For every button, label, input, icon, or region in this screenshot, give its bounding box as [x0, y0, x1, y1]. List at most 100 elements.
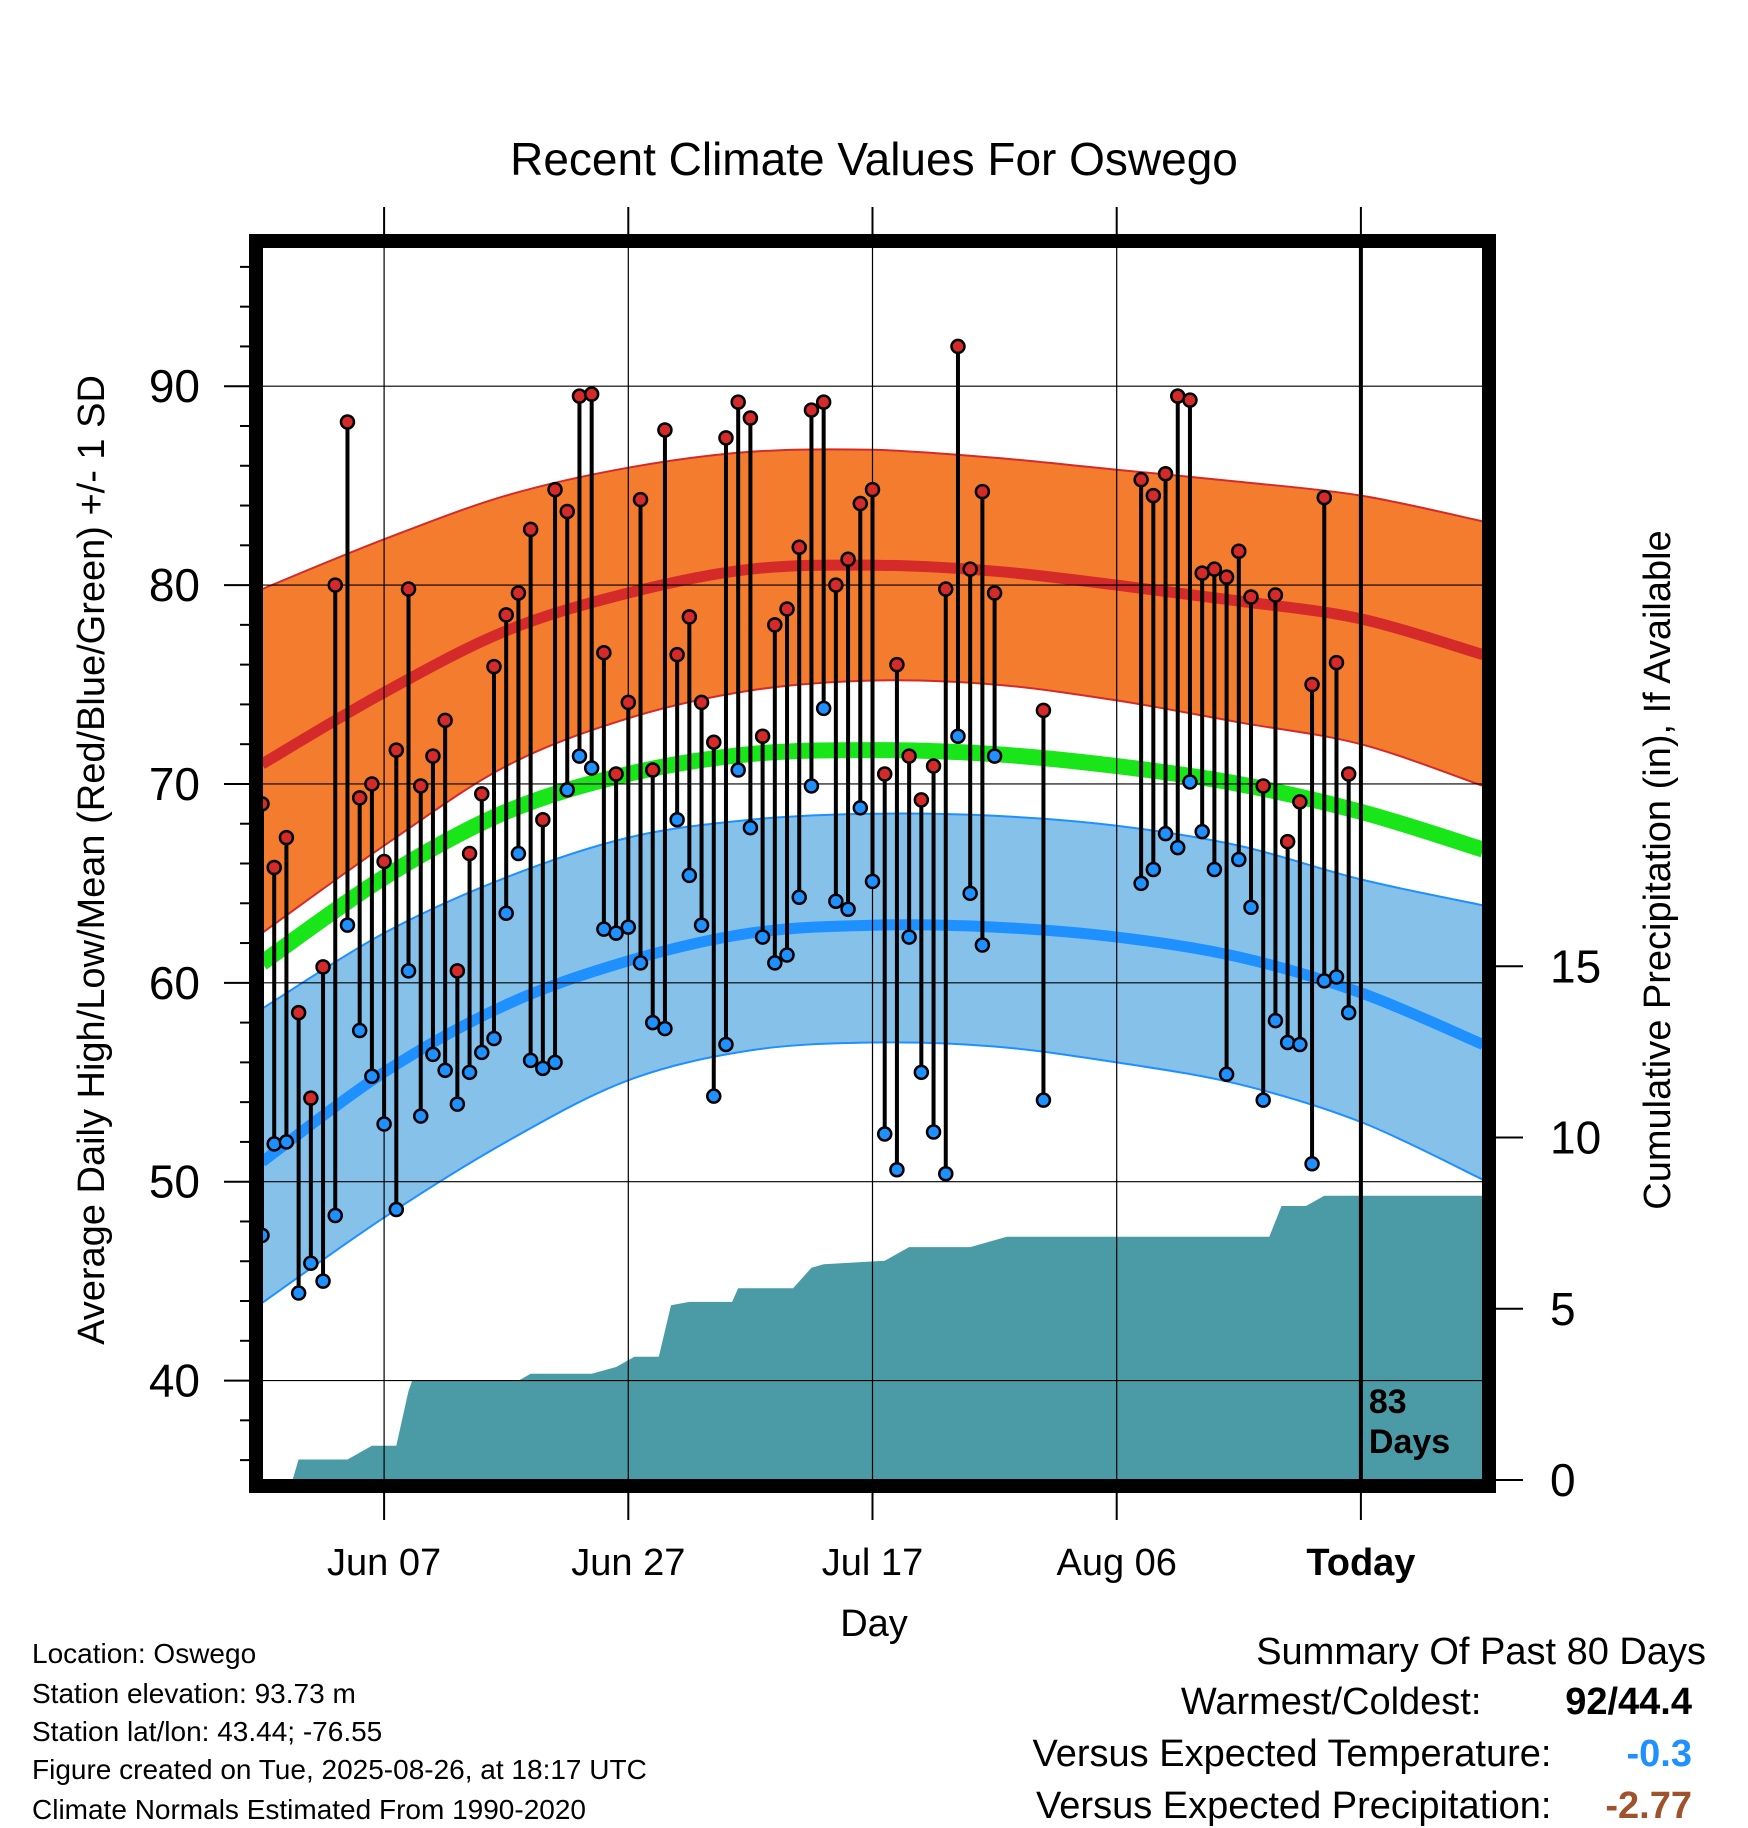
- daily-low-point: [412, 1108, 429, 1124]
- daily-low-point: [449, 1096, 466, 1112]
- days-count-label: 83: [1369, 1383, 1407, 1421]
- daily-low-point: [1340, 1004, 1357, 1021]
- daily-high-point: [815, 394, 832, 410]
- precip-axis-label: Cumulative Precipitation (in), If Availa…: [1637, 530, 1679, 1209]
- low-sd-band: [262, 813, 1483, 1303]
- daily-high-point: [767, 617, 783, 633]
- daily-low-point: [1157, 825, 1174, 842]
- x-tick-label: Jul 17: [822, 1542, 923, 1584]
- daily-high-point: [522, 521, 539, 538]
- daily-low-point: [828, 893, 844, 910]
- daily-high-point: [950, 338, 966, 355]
- daily-high-point: [559, 503, 575, 520]
- daily-low-point: [986, 748, 1003, 764]
- precip-tick-label: 5: [1550, 1283, 1576, 1335]
- daily-high-point: [1243, 589, 1259, 605]
- daily-low-point: [1218, 1066, 1235, 1083]
- daily-low-point: [461, 1064, 478, 1081]
- daily-high-point: [1267, 587, 1284, 603]
- daily-low-point: [681, 867, 698, 884]
- daily-high-point: [718, 430, 734, 446]
- daily-low-point: [559, 782, 575, 798]
- daily-high-point: [1157, 465, 1174, 482]
- daily-high-point: [1145, 487, 1162, 504]
- daily-low-point: [632, 955, 649, 971]
- daily-low-point: [974, 937, 991, 953]
- daily-high-point: [596, 644, 612, 661]
- daily-high-point: [290, 1004, 307, 1021]
- daily-low-point: [925, 1124, 942, 1140]
- daily-low-point: [1206, 861, 1223, 878]
- daily-high-point: [1279, 833, 1296, 850]
- daily-high-point: [1206, 561, 1223, 577]
- daily-low-point: [1231, 851, 1247, 868]
- daily-high-point: [693, 694, 710, 711]
- y-axis-label: Average Daily High/Low/Mean (Red/Blue/Gr…: [71, 375, 113, 1345]
- daily-low-point: [767, 955, 783, 971]
- daily-low-point: [962, 885, 978, 902]
- daily-low-point: [425, 1046, 441, 1063]
- daily-low-point: [315, 1273, 331, 1289]
- y-tick-label: 90: [149, 360, 200, 412]
- daily-high-point: [535, 811, 551, 828]
- daily-high-point: [315, 959, 331, 975]
- daily-high-point: [474, 786, 490, 802]
- precip-tick-label: 10: [1550, 1112, 1601, 1164]
- daily-low-point: [889, 1162, 905, 1178]
- daily-low-point: [522, 1052, 539, 1069]
- daily-high-point: [412, 778, 429, 794]
- summary-temp-row: Versus Expected Temperature: -0.3: [1033, 1734, 1692, 1774]
- daily-low-point: [718, 1036, 734, 1053]
- daily-low-point: [913, 1064, 930, 1081]
- daily-high-point: [938, 581, 954, 597]
- x-tick-label: Today: [1306, 1542, 1415, 1584]
- daily-low-point: [303, 1255, 319, 1271]
- y-tick-label: 50: [149, 1156, 200, 1208]
- daily-low-point: [803, 778, 820, 794]
- daily-high-point: [1231, 543, 1247, 560]
- daily-low-point: [1279, 1034, 1296, 1051]
- daily-high-point: [620, 694, 637, 711]
- daily-low-point: [864, 873, 881, 890]
- daily-high-point: [1255, 778, 1271, 794]
- daily-high-point: [547, 481, 563, 498]
- daily-low-point: [388, 1201, 405, 1218]
- warmest-high: 92: [1565, 1681, 1608, 1723]
- daily-low-point: [351, 1022, 368, 1039]
- daily-high-point: [730, 394, 746, 410]
- chart-title: Recent Climate Values For Oswego: [510, 133, 1238, 185]
- temp-label: Versus Expected Temperature:: [1032, 1733, 1552, 1775]
- daily-high-point: [986, 585, 1003, 601]
- daily-low-point: [339, 917, 356, 933]
- daily-low-point: [1170, 839, 1186, 856]
- daily-low-point: [938, 1165, 954, 1182]
- daily-high-point: [303, 1090, 319, 1106]
- x-axis-label: Day: [840, 1603, 908, 1645]
- daily-high-point: [632, 491, 649, 508]
- daily-low-point: [583, 760, 600, 776]
- summary-warmest-row: Warmest/Coldest: 92/44.4: [1181, 1682, 1692, 1722]
- warmest-separator: /: [1607, 1681, 1619, 1723]
- plot-frame: [249, 234, 1496, 1493]
- latlon-text: Station lat/lon: 43.44; -76.55: [32, 1716, 383, 1747]
- daily-high-point: [864, 481, 881, 498]
- daily-high-point: [1133, 471, 1149, 488]
- daily-low-point: [620, 919, 637, 935]
- daily-low-point: [376, 1116, 392, 1132]
- daily-low-point: [1304, 1156, 1320, 1172]
- daily-low-point: [498, 905, 514, 921]
- daily-high-point: [1340, 766, 1357, 782]
- daily-high-point: [681, 609, 698, 625]
- daily-low-point: [706, 1088, 722, 1104]
- daily-high-point: [974, 483, 991, 500]
- daily-low-point: [669, 811, 685, 828]
- y-tick-label: 70: [149, 758, 200, 810]
- daily-high-point: [876, 766, 893, 782]
- daily-high-point: [742, 410, 759, 426]
- daily-low-point: [327, 1207, 344, 1224]
- daily-high-point: [486, 658, 502, 675]
- daily-low-point: [779, 947, 795, 963]
- daily-low-point: [278, 1134, 295, 1150]
- daily-low-point: [840, 901, 856, 917]
